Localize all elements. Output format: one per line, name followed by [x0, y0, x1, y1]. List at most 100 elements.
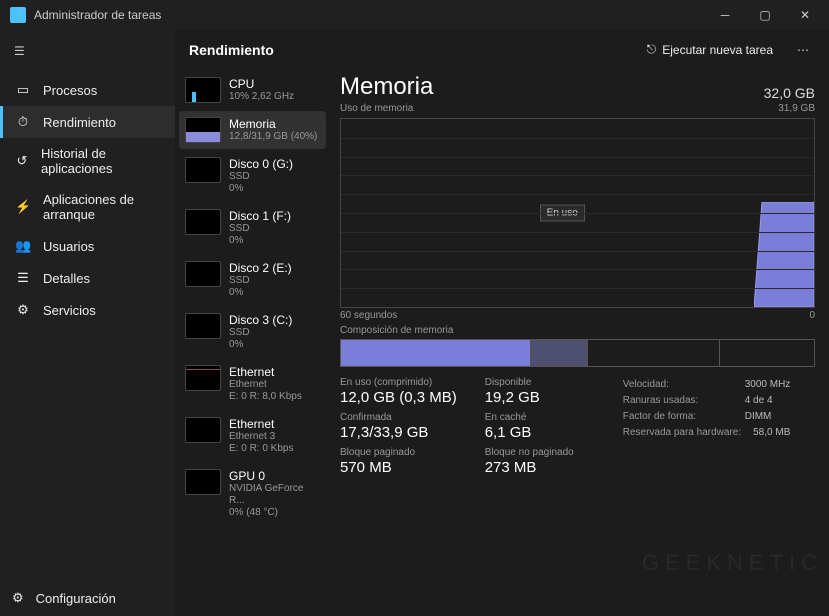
- nav-label: Historial de aplicaciones: [41, 146, 163, 176]
- nav-icon: ⚙: [15, 302, 31, 318]
- perf-name: Ethernet: [229, 417, 293, 431]
- sidebar-item-aplicaciones-de-arranque[interactable]: ⚡Aplicaciones de arranque: [0, 184, 175, 230]
- nav-label: Detalles: [43, 271, 90, 286]
- perf-sub: 10% 2,62 GHz: [229, 91, 294, 103]
- perf-sub2: 0% (48 °C): [229, 507, 320, 519]
- axis-right: 0: [809, 310, 815, 321]
- perf-sub: SSD: [229, 275, 292, 287]
- perf-sub: SSD: [229, 327, 292, 339]
- nav-icon: 👥: [15, 238, 31, 254]
- minimize-button[interactable]: ─: [705, 0, 745, 30]
- performance-list: CPU10% 2,62 GHzMemoria12,8/31,9 GB (40%)…: [175, 69, 330, 616]
- run-task-label: Ejecutar nueva tarea: [662, 43, 773, 57]
- nav-label: Aplicaciones de arranque: [43, 192, 163, 222]
- info-key: Velocidad:: [623, 377, 733, 393]
- stat-value: 17,3/33,9 GB: [340, 424, 457, 441]
- axis-left: 60 segundos: [340, 310, 397, 321]
- info-val: DIMM: [745, 409, 772, 425]
- info-row: Ranuras usadas: 4 de 4: [623, 393, 791, 409]
- perf-thumb: [185, 417, 221, 443]
- composition-segment: [587, 340, 719, 366]
- nav-icon: ▭: [15, 82, 31, 98]
- perf-name: GPU 0: [229, 469, 320, 483]
- stat-label: En uso (comprimido): [340, 377, 457, 388]
- perf-thumb: [185, 469, 221, 495]
- close-button[interactable]: ✕: [785, 0, 825, 30]
- perf-name: Disco 2 (E:): [229, 261, 292, 275]
- sidebar-item-rendimiento[interactable]: ⏱ Rendimiento: [0, 106, 175, 138]
- perf-thumb: [185, 209, 221, 235]
- stat-label: Bloque paginado: [340, 447, 457, 458]
- perf-name: CPU: [229, 77, 294, 91]
- nav-label: Rendimiento: [43, 115, 116, 130]
- perf-item-disco-0-g-[interactable]: Disco 0 (G:)SSD0%: [179, 151, 326, 201]
- perf-item-memoria[interactable]: Memoria12,8/31,9 GB (40%): [179, 111, 326, 149]
- gear-icon: ⚙: [12, 590, 24, 606]
- perf-sub: Ethernet 3: [229, 431, 293, 443]
- perf-item-disco-3-c-[interactable]: Disco 3 (C:)SSD0%: [179, 307, 326, 357]
- info-key: Ranuras usadas:: [623, 393, 733, 409]
- usage-max: 31,9 GB: [778, 103, 815, 114]
- perf-sub: SSD: [229, 171, 293, 183]
- sidebar: ☰ ▭Procesos ⏱ Rendimiento ↺ Historial de apl…: [0, 30, 175, 616]
- info-val: 3000 MHz: [745, 377, 791, 393]
- info-key: Reservada para hardware:: [623, 425, 741, 441]
- perf-name: Ethernet: [229, 365, 302, 379]
- info-row: Factor de forma:DIMM: [623, 409, 791, 425]
- perf-item-disco-1-f-[interactable]: Disco 1 (F:)SSD0%: [179, 203, 326, 253]
- detail-title: Memoria: [340, 73, 433, 101]
- perf-item-ethernet[interactable]: EthernetEthernetE: 0 R: 8,0 Kbps: [179, 359, 326, 409]
- memory-usage-shape: [754, 202, 814, 307]
- perf-sub: NVIDIA GeForce R...: [229, 483, 320, 507]
- stat-label: En caché: [485, 412, 595, 423]
- perf-item-ethernet[interactable]: EthernetEthernet 3E: 0 R: 0 Kbps: [179, 411, 326, 461]
- perf-thumb: [185, 157, 221, 183]
- settings-label: Configuración: [36, 591, 116, 606]
- stat-value: 12,0 GB (0,3 MB): [340, 389, 457, 406]
- perf-name: Disco 3 (C:): [229, 313, 292, 327]
- settings-link[interactable]: ⚙ Configuración: [0, 580, 175, 616]
- stat-value: 6,1 GB: [485, 424, 595, 441]
- sidebar-item-detalles[interactable]: ☰Detalles: [0, 262, 175, 294]
- hamburger-button[interactable]: ☰: [0, 34, 175, 68]
- maximize-button[interactable]: ▢: [745, 0, 785, 30]
- perf-item-disco-2-e-[interactable]: Disco 2 (E:)SSD0%: [179, 255, 326, 305]
- perf-sub2: 0%: [229, 235, 291, 247]
- memory-detail-pane: Memoria 32,0 GB Uso de memoria 31,9 GB E…: [330, 69, 829, 616]
- info-val: 4 de 4: [745, 393, 773, 409]
- perf-sub2: E: 0 R: 8,0 Kbps: [229, 391, 302, 403]
- sidebar-item-procesos[interactable]: ▭Procesos: [0, 74, 175, 106]
- perf-item-cpu[interactable]: CPU10% 2,62 GHz: [179, 71, 326, 109]
- perf-sub2: E: 0 R: 0 Kbps: [229, 443, 293, 455]
- content-header: Rendimiento ⎋ Ejecutar nueva tarea ⋯: [175, 30, 829, 69]
- app-icon: [10, 7, 26, 23]
- nav-label: Servicios: [43, 303, 96, 318]
- window-title: Administrador de tareas: [34, 8, 161, 22]
- stat-value: 19,2 GB: [485, 389, 595, 406]
- perf-name: Memoria: [229, 117, 317, 131]
- perf-name: Disco 1 (F:): [229, 209, 291, 223]
- sidebar-item-servicios[interactable]: ⚙ Servicios: [0, 294, 175, 326]
- perf-item-gpu-0[interactable]: GPU 0NVIDIA GeForce R...0% (48 °C): [179, 463, 326, 525]
- more-options-button[interactable]: ⋯: [791, 39, 815, 61]
- memory-composition-bar: [340, 339, 815, 367]
- perf-sub2: 0%: [229, 339, 292, 351]
- info-val: 58,0 MB: [753, 425, 790, 441]
- sidebar-item-usuarios[interactable]: 👥Usuarios: [0, 230, 175, 262]
- run-new-task-button[interactable]: ⎋ Ejecutar nueva tarea: [639, 38, 781, 61]
- section-title: Rendimiento: [189, 42, 274, 58]
- run-task-icon: ⎋: [647, 42, 657, 57]
- stat-value: 570 MB: [340, 459, 457, 476]
- perf-thumb: [185, 365, 221, 391]
- nav-icon: ↺: [15, 153, 29, 169]
- perf-sub2: 0%: [229, 183, 293, 195]
- perf-sub: 12,8/31,9 GB (40%): [229, 131, 317, 143]
- nav-icon: ⏱: [15, 114, 31, 130]
- perf-name: Disco 0 (G:): [229, 157, 293, 171]
- memory-total: 32,0 GB: [764, 85, 815, 101]
- stat-label: Confirmada: [340, 412, 457, 423]
- perf-thumb: [185, 313, 221, 339]
- sidebar-item-historial-de-aplicaciones[interactable]: ↺ Historial de aplicaciones: [0, 138, 175, 184]
- info-row: Reservada para hardware: 58,0 MB: [623, 425, 791, 441]
- titlebar: Administrador de tareas ─ ▢ ✕: [0, 0, 829, 30]
